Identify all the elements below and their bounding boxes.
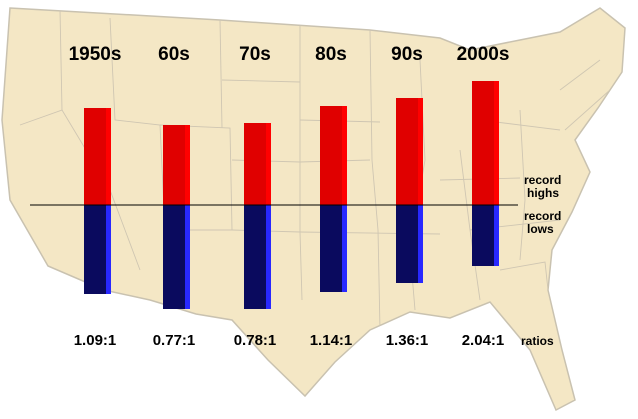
bar-low-side <box>494 205 499 266</box>
bar-low-60s <box>163 205 190 309</box>
bar-low-side <box>106 205 111 294</box>
bar-high-side <box>106 108 111 205</box>
bar-high-side <box>185 125 190 205</box>
bar-high-side <box>494 81 499 205</box>
category-labels: 1950s 60s 70s 80s 90s 2000s <box>69 44 510 65</box>
bar-low-90s <box>396 205 423 283</box>
bars <box>84 81 499 309</box>
ratio-label: 2.04:1 <box>462 332 505 349</box>
bar-high-80s <box>320 106 347 205</box>
ratio-label: 1.36:1 <box>386 332 429 349</box>
bar-low-face <box>84 205 106 294</box>
ratio-axis-label: ratios <box>521 334 554 348</box>
bar-high-face <box>84 108 106 205</box>
bar-low-face <box>320 205 342 292</box>
bar-low-side <box>342 205 347 292</box>
bar-low-face <box>244 205 266 309</box>
bar-high-face <box>396 98 418 205</box>
bar-low-2000s <box>472 205 499 266</box>
bar-low-80s <box>320 205 347 292</box>
ratio-label: 1.14:1 <box>310 332 353 349</box>
category-label: 60s <box>158 44 190 65</box>
category-label: 2000s <box>457 44 510 65</box>
legend: record highs record lows <box>524 173 561 236</box>
bar-low-70s <box>244 205 271 309</box>
bar-high-side <box>418 98 423 205</box>
legend-lows-line1: record <box>524 209 561 223</box>
category-label: 70s <box>239 44 271 65</box>
bar-low-1950s <box>84 205 111 294</box>
bar-high-face <box>163 125 185 205</box>
bar-high-60s <box>163 125 190 205</box>
bar-low-face <box>396 205 418 283</box>
bar-high-1950s <box>84 108 111 205</box>
ratio-labels: 1.09:1 0.77:1 0.78:1 1.14:1 1.36:1 2.04:1 <box>74 332 505 349</box>
bar-high-side <box>266 123 271 205</box>
us-map-outline <box>1 7 626 412</box>
bar-high-70s <box>244 123 271 205</box>
bar-high-face <box>320 106 342 205</box>
bar-high-2000s <box>472 81 499 205</box>
bar-low-side <box>418 205 423 283</box>
category-label: 1950s <box>69 44 122 65</box>
bar-high-face <box>244 123 266 205</box>
category-label: 80s <box>315 44 347 65</box>
legend-lows-line2: lows <box>527 222 554 236</box>
ratio-label: 1.09:1 <box>74 332 117 349</box>
bar-low-side <box>266 205 271 309</box>
bar-low-face <box>472 205 494 266</box>
bar-low-side <box>185 205 190 309</box>
ratio-label: 0.78:1 <box>234 332 277 349</box>
legend-highs-line2: highs <box>527 186 559 200</box>
category-label: 90s <box>391 44 423 65</box>
bar-low-face <box>163 205 185 309</box>
ratio-label: 0.77:1 <box>153 332 196 349</box>
bar-high-90s <box>396 98 423 205</box>
bar-high-face <box>472 81 494 205</box>
legend-highs-line1: record <box>524 173 561 187</box>
bar-high-side <box>342 106 347 205</box>
